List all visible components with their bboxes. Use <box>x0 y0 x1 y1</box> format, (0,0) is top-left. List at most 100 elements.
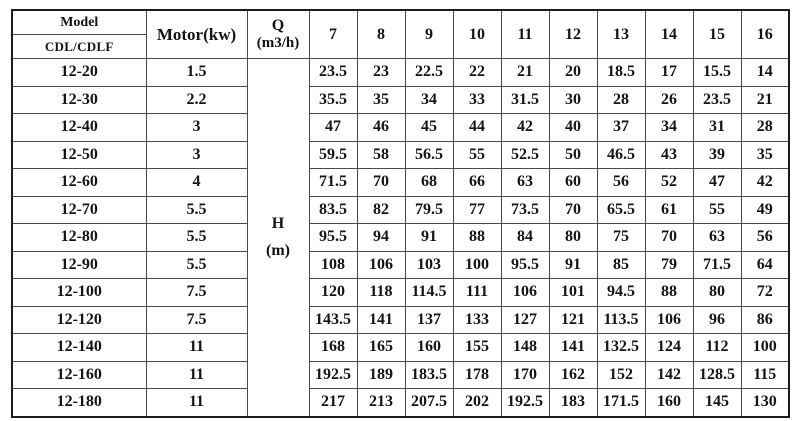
head-value-cell: 145 <box>692 388 742 417</box>
head-value-cell: 95.5 <box>308 223 358 252</box>
head-value-cell: 189 <box>356 360 406 389</box>
head-value-cell: 56 <box>596 168 646 197</box>
table-row: 12-180 11 217 213 207.5 202 192.5 183 171.5 160 14… <box>11 388 790 417</box>
model-cell: 12-20 <box>11 58 147 87</box>
model-cell: 12-180 <box>11 388 147 417</box>
head-unit: (m) <box>266 242 290 260</box>
motor-kw-cell: 7.5 <box>145 305 248 334</box>
motor-kw-cell: 3 <box>145 140 248 169</box>
table-row: 12-20 1.5 H (m) 23.5 23 22.5 22 21 20 18.5 17 15.5 14 <box>11 58 790 417</box>
head-value-cell: 73.5 <box>500 195 550 224</box>
head-value-cell: 80 <box>692 278 742 307</box>
head-value-cell: 70 <box>356 168 406 197</box>
head-value-cell: 111 <box>452 278 502 307</box>
head-value-cell: 192.5 <box>500 388 550 417</box>
motor-kw-cell: 11 <box>145 388 248 417</box>
head-value-cell: 22.5 <box>404 58 454 87</box>
head-value-cell: 65.5 <box>596 195 646 224</box>
head-value-cell: 37 <box>596 113 646 142</box>
head-value-cell: 64 <box>740 250 790 279</box>
head-unit-cell: H (m) <box>246 58 310 417</box>
model-cell: 12-80 <box>11 223 147 252</box>
head-value-cell: 58 <box>356 140 406 169</box>
model-header-label: Model <box>11 9 147 35</box>
head-value-cell: 88 <box>644 278 694 307</box>
head-value-cell: 63 <box>500 168 550 197</box>
head-value-cell: 46.5 <box>596 140 646 169</box>
head-value-cell: 63 <box>692 223 742 252</box>
motor-kw-cell: 2.2 <box>145 85 248 114</box>
head-value-cell: 133 <box>452 305 502 334</box>
head-value-cell: 113.5 <box>596 305 646 334</box>
head-value-cell: 152 <box>596 360 646 389</box>
head-value-cell: 217 <box>308 388 358 417</box>
head-value-cell: 47 <box>692 168 742 197</box>
head-value-cell: 77 <box>452 195 502 224</box>
head-value-cell: 72 <box>740 278 790 307</box>
flow-column-header: 13 <box>596 9 646 59</box>
head-value-cell: 183 <box>548 388 598 417</box>
pump-head-table: Model Motor(kw) Q (m3/h) 7 8 9 10 11 12 13 14 15… <box>11 9 790 418</box>
head-value-cell: 143.5 <box>308 305 358 334</box>
flow-column-header: 7 <box>308 9 358 59</box>
table-row: 12-160 11 192.5 189 183.5 178 170 162 152 142 128.… <box>11 360 790 389</box>
flow-column-header: 10 <box>452 9 502 59</box>
head-value-cell: 42 <box>500 113 550 142</box>
motor-kw-cell: 5.5 <box>145 223 248 252</box>
head-value-cell: 68 <box>404 168 454 197</box>
head-value-cell: 130 <box>740 388 790 417</box>
motor-kw-cell: 5.5 <box>145 250 248 279</box>
head-value-cell: 44 <box>452 113 502 142</box>
head-value-cell: 42 <box>740 168 790 197</box>
head-value-cell: 35 <box>740 140 790 169</box>
model-cell: 12-60 <box>11 168 147 197</box>
head-value-cell: 86 <box>740 305 790 334</box>
head-value-cell: 100 <box>452 250 502 279</box>
head-value-cell: 114.5 <box>404 278 454 307</box>
header-row-1: Model Motor(kw) Q (m3/h) 7 8 9 10 11 12 13 14 15… <box>11 9 790 59</box>
head-value-cell: 168 <box>308 333 358 362</box>
head-value-cell: 106 <box>500 278 550 307</box>
head-value-cell: 91 <box>404 223 454 252</box>
model-cell: 12-70 <box>11 195 147 224</box>
head-value-cell: 115 <box>740 360 790 389</box>
head-value-cell: 82 <box>356 195 406 224</box>
motor-kw-cell: 11 <box>145 333 248 362</box>
head-value-cell: 127 <box>500 305 550 334</box>
head-value-cell: 21 <box>740 85 790 114</box>
head-value-cell: 101 <box>548 278 598 307</box>
head-value-cell: 106 <box>644 305 694 334</box>
head-value-cell: 56 <box>740 223 790 252</box>
head-value-cell: 30 <box>548 85 598 114</box>
head-value-cell: 46 <box>356 113 406 142</box>
head-value-cell: 96 <box>692 305 742 334</box>
head-value-cell: 183.5 <box>404 360 454 389</box>
head-value-cell: 55 <box>452 140 502 169</box>
head-value-cell: 50 <box>548 140 598 169</box>
head-value-cell: 160 <box>404 333 454 362</box>
head-value-cell: 70 <box>644 223 694 252</box>
table-row: 12-40 3 47 46 45 44 42 40 37 34 31 28 <box>11 113 790 142</box>
head-value-cell: 95.5 <box>500 250 550 279</box>
head-value-cell: 40 <box>548 113 598 142</box>
motor-kw-cell: 7.5 <box>145 278 248 307</box>
head-value-cell: 33 <box>452 85 502 114</box>
head-value-cell: 43 <box>644 140 694 169</box>
head-value-cell: 56.5 <box>404 140 454 169</box>
header-row-2: CDL/CDLF <box>11 34 789 59</box>
head-value-cell: 60 <box>548 168 598 197</box>
head-value-cell: 31.5 <box>500 85 550 114</box>
head-value-cell: 120 <box>308 278 358 307</box>
head-value-cell: 192.5 <box>308 360 358 389</box>
model-cell: 12-40 <box>11 113 147 142</box>
motor-kw-cell: 5.5 <box>145 195 248 224</box>
motor-kw-cell: 1.5 <box>145 58 248 87</box>
head-value-cell: 106 <box>356 250 406 279</box>
motor-kw-cell: 4 <box>145 168 248 197</box>
model-cell: 12-50 <box>11 140 147 169</box>
head-value-cell: 88 <box>452 223 502 252</box>
head-value-cell: 91 <box>548 250 598 279</box>
head-value-cell: 21 <box>500 58 550 87</box>
head-value-cell: 23.5 <box>692 85 742 114</box>
flow-column-header: 8 <box>356 9 406 59</box>
